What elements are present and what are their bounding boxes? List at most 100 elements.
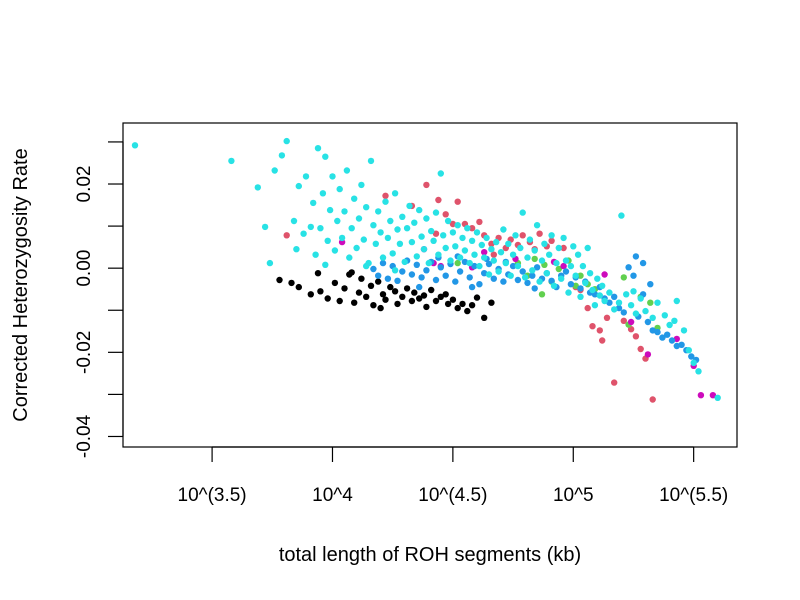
- data-point: [478, 241, 485, 249]
- data-point: [413, 261, 420, 268]
- data-point: [596, 292, 603, 299]
- data-point: [654, 299, 661, 306]
- data-point: [295, 182, 302, 190]
- data-point: [413, 253, 420, 260]
- data-point: [430, 237, 437, 244]
- data-point: [131, 142, 139, 149]
- data-point: [403, 225, 411, 232]
- data-point: [382, 192, 389, 199]
- data-point: [555, 244, 562, 252]
- data-point: [490, 251, 497, 258]
- data-point: [562, 257, 570, 264]
- data-point: [377, 229, 384, 236]
- data-point: [358, 275, 365, 282]
- data-point: [432, 230, 440, 237]
- data-point: [452, 243, 459, 250]
- data-point: [630, 288, 637, 295]
- y-tick-label: 0.02: [74, 166, 95, 203]
- data-point: [428, 286, 435, 294]
- data-point: [372, 240, 379, 247]
- data-point: [620, 309, 627, 316]
- data-point: [560, 262, 567, 270]
- data-point: [326, 206, 334, 214]
- data-point: [283, 232, 290, 239]
- data-point: [466, 259, 473, 267]
- data-point: [324, 295, 331, 302]
- data-point: [406, 202, 413, 210]
- data-point: [500, 278, 507, 285]
- data-point: [647, 299, 654, 306]
- data-point: [649, 314, 656, 321]
- data-point: [668, 337, 676, 344]
- data-point: [416, 283, 423, 291]
- data-point: [509, 251, 517, 258]
- data-point: [488, 246, 495, 253]
- data-point: [391, 288, 399, 295]
- data-point: [336, 185, 343, 193]
- data-point: [606, 289, 613, 296]
- x-axis: 10^(3.5) 10^4 10^(4.5) 10^5 10^(5.5): [178, 446, 728, 506]
- data-point: [442, 291, 449, 298]
- data-point: [418, 274, 425, 281]
- data-point: [358, 181, 365, 189]
- data-point: [377, 304, 384, 312]
- data-point: [644, 351, 652, 358]
- data-point: [442, 244, 449, 252]
- data-point: [615, 299, 623, 306]
- data-point: [454, 259, 461, 267]
- data-point: [322, 153, 329, 160]
- data-point: [483, 234, 490, 242]
- series-group: [338, 238, 717, 399]
- data-point: [442, 272, 449, 279]
- data-point: [423, 181, 430, 189]
- data-point: [471, 262, 478, 270]
- data-point: [642, 307, 649, 315]
- data-point: [399, 268, 406, 275]
- data-point: [348, 225, 355, 232]
- data-point: [671, 317, 678, 324]
- data-point: [382, 296, 389, 303]
- data-point: [533, 222, 541, 229]
- data-point: [449, 220, 457, 228]
- data-point: [514, 276, 522, 284]
- data-point: [290, 217, 298, 225]
- data-point: [425, 259, 432, 267]
- data-point: [649, 327, 656, 334]
- x-tick-label: 10^(3.5): [178, 485, 247, 506]
- data-point: [647, 281, 654, 288]
- data-point: [555, 265, 562, 273]
- data-point: [302, 173, 310, 180]
- data-point: [331, 247, 339, 254]
- data-point: [680, 327, 688, 334]
- data-point: [519, 232, 526, 239]
- data-point: [481, 254, 488, 261]
- data-point: [546, 251, 553, 258]
- data-point: [346, 254, 353, 261]
- data-point: [375, 272, 382, 279]
- data-point: [454, 222, 461, 229]
- data-point: [329, 173, 336, 180]
- data-point: [403, 285, 411, 292]
- data-point: [584, 304, 591, 312]
- data-point: [461, 247, 469, 254]
- data-point: [428, 227, 435, 235]
- data-point: [529, 267, 536, 274]
- data-point: [567, 281, 575, 288]
- data-point: [603, 314, 611, 321]
- data-point: [714, 394, 721, 401]
- data-point: [659, 334, 666, 341]
- data-point: [476, 218, 483, 226]
- data-point: [384, 234, 392, 242]
- data-point: [632, 333, 640, 340]
- data-point: [543, 270, 550, 277]
- y-tick-label: -0.02: [74, 331, 95, 374]
- data-point: [637, 295, 644, 302]
- data-point: [449, 229, 457, 236]
- data-point: [497, 249, 505, 256]
- x-tick-label: 10^(4.5): [418, 485, 487, 506]
- data-point: [423, 267, 430, 274]
- data-point: [601, 271, 608, 278]
- data-point: [300, 230, 307, 237]
- data-point: [324, 237, 331, 244]
- data-point: [490, 257, 497, 264]
